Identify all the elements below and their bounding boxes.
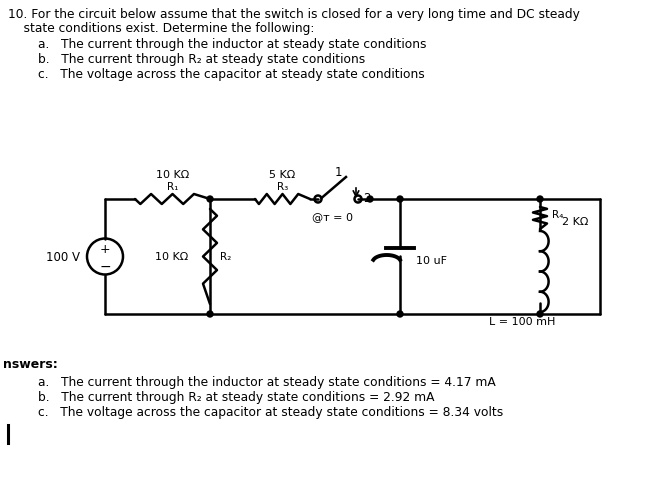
Text: c.   The voltage across the capacitor at steady state conditions: c. The voltage across the capacitor at s… xyxy=(38,68,424,81)
Circle shape xyxy=(537,312,543,317)
Text: 2: 2 xyxy=(363,192,370,204)
Text: L = 100 mH: L = 100 mH xyxy=(489,316,555,326)
Text: R₄: R₄ xyxy=(552,210,564,219)
Text: a.   The current through the inductor at steady state conditions: a. The current through the inductor at s… xyxy=(38,38,426,51)
Text: 10. For the circuit below assume that the switch is closed for a very long time : 10. For the circuit below assume that th… xyxy=(8,8,580,21)
Text: −: − xyxy=(99,259,111,273)
Text: 10 uF: 10 uF xyxy=(416,255,447,265)
Circle shape xyxy=(397,197,403,203)
Text: 10 KΩ: 10 KΩ xyxy=(155,252,188,262)
Text: b.   The current through R₂ at steady state conditions = 2.92 mA: b. The current through R₂ at steady stat… xyxy=(38,390,434,403)
Text: 5 KΩ: 5 KΩ xyxy=(269,169,296,180)
Circle shape xyxy=(537,197,543,203)
Text: +: + xyxy=(99,242,111,255)
Text: R₁: R₁ xyxy=(167,181,178,192)
Text: b.   The current through R₂ at steady state conditions: b. The current through R₂ at steady stat… xyxy=(38,53,365,66)
Text: 10 KΩ: 10 KΩ xyxy=(156,169,189,180)
Text: 2 KΩ: 2 KΩ xyxy=(562,216,588,227)
Circle shape xyxy=(367,197,373,203)
Text: R₃: R₃ xyxy=(277,181,288,192)
Text: 100 V: 100 V xyxy=(46,251,80,264)
Circle shape xyxy=(397,312,403,317)
Text: 1: 1 xyxy=(334,166,342,179)
Text: @ᴛ = 0: @ᴛ = 0 xyxy=(313,212,354,222)
Text: c.   The voltage across the capacitor at steady state conditions = 8.34 volts: c. The voltage across the capacitor at s… xyxy=(38,405,503,418)
Circle shape xyxy=(207,312,213,317)
Text: nswers:: nswers: xyxy=(3,357,58,370)
Text: state conditions exist. Determine the following:: state conditions exist. Determine the fo… xyxy=(8,22,315,35)
Text: a.   The current through the inductor at steady state conditions = 4.17 mA: a. The current through the inductor at s… xyxy=(38,375,496,388)
Text: R₂: R₂ xyxy=(220,252,231,262)
Circle shape xyxy=(207,197,213,203)
